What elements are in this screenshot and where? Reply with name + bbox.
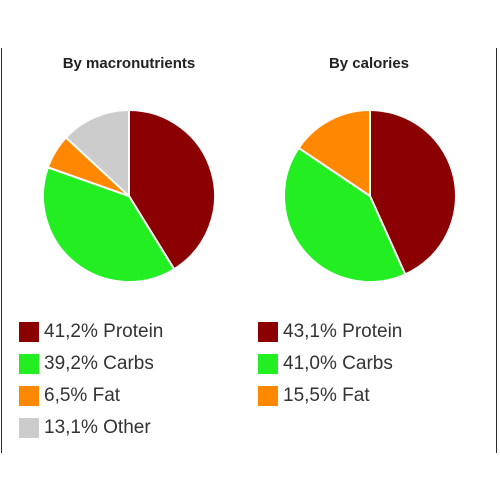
legend-item: 43,1% Protein [258, 316, 402, 348]
legend-item: 15,5% Fat [258, 380, 402, 412]
pie-slice [64, 109, 130, 197]
legend-swatch [19, 354, 39, 374]
pie-slice [369, 109, 457, 276]
legend-swatch [258, 354, 278, 374]
legend-macronutrients: 41,2% Protein 39,2% Carbs 6,5% Fat 13,1% Ot… [19, 316, 163, 444]
left-border-line [1, 48, 2, 453]
right-border-line [496, 48, 497, 453]
legend-calories: 43,1% Protein 41,0% Carbs 15,5% Fat [258, 316, 402, 412]
legend-item: 41,0% Carbs [258, 348, 402, 380]
legend-item: 6,5% Fat [19, 380, 163, 412]
chart-title-macronutrients: By macronutrients [62, 55, 196, 72]
legend-item: 41,2% Protein [19, 316, 163, 348]
legend-swatch [19, 386, 39, 406]
legend-swatch [258, 322, 278, 342]
legend-label: 13,1% Other [44, 417, 151, 438]
legend-label: 43,1% Protein [283, 321, 403, 342]
legend-swatch [258, 386, 278, 406]
legend-label: 15,5% Fat [283, 385, 370, 406]
legend-label: 41,2% Protein [44, 321, 164, 342]
legend-item: 39,2% Carbs [19, 348, 163, 380]
pie-slice [42, 166, 176, 283]
pie-chart-calories [283, 109, 457, 283]
pie-slice [283, 146, 407, 283]
legend-swatch [19, 418, 39, 438]
legend-label: 6,5% Fat [44, 385, 121, 406]
chart-title-calories: By calories [328, 55, 410, 72]
legend-swatch [19, 322, 39, 342]
legend-label: 39,2% Carbs [44, 353, 154, 374]
legend-item: 13,1% Other [19, 412, 163, 444]
legend-label: 41,0% Carbs [283, 353, 393, 374]
pie-slice [297, 109, 371, 197]
pie-chart-macronutrients [42, 109, 216, 283]
